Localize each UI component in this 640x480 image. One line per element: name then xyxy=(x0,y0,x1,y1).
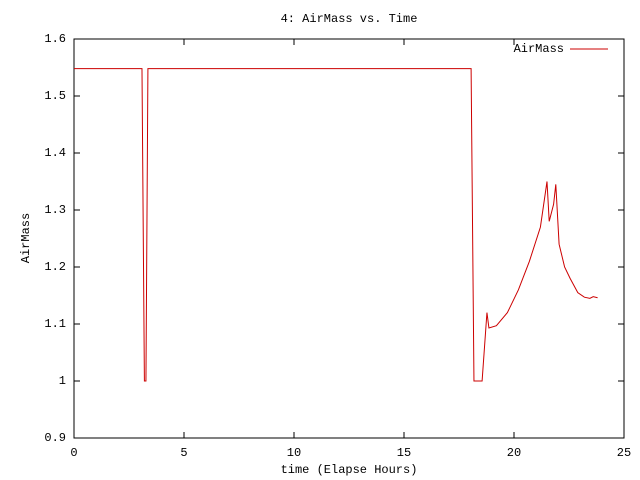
chart-title: 4: AirMass vs. Time xyxy=(281,12,418,26)
x-axis-label: time (Elapse Hours) xyxy=(281,463,418,477)
y-tick-label: 1.1 xyxy=(44,317,66,331)
x-tick-label: 5 xyxy=(180,446,187,460)
legend-label: AirMass xyxy=(514,42,564,56)
x-tick-label: 0 xyxy=(70,446,77,460)
plot-frame xyxy=(73,38,625,439)
y-tick-label: 1.5 xyxy=(44,89,66,103)
x-tick-label: 10 xyxy=(287,446,301,460)
y-tick-label: 1.6 xyxy=(44,32,66,46)
y-tick-label: 1.4 xyxy=(44,146,66,160)
y-axis-label: AirMass xyxy=(19,213,33,263)
x-tick-label: 25 xyxy=(617,446,631,460)
y-tick-label: 1 xyxy=(59,374,66,388)
y-tick-label: 0.9 xyxy=(44,431,66,445)
x-tick-label: 20 xyxy=(507,446,521,460)
x-tick-label: 15 xyxy=(397,446,411,460)
y-tick-label: 1.3 xyxy=(44,203,66,217)
data-line xyxy=(74,68,598,382)
y-tick-label: 1.2 xyxy=(44,260,66,274)
